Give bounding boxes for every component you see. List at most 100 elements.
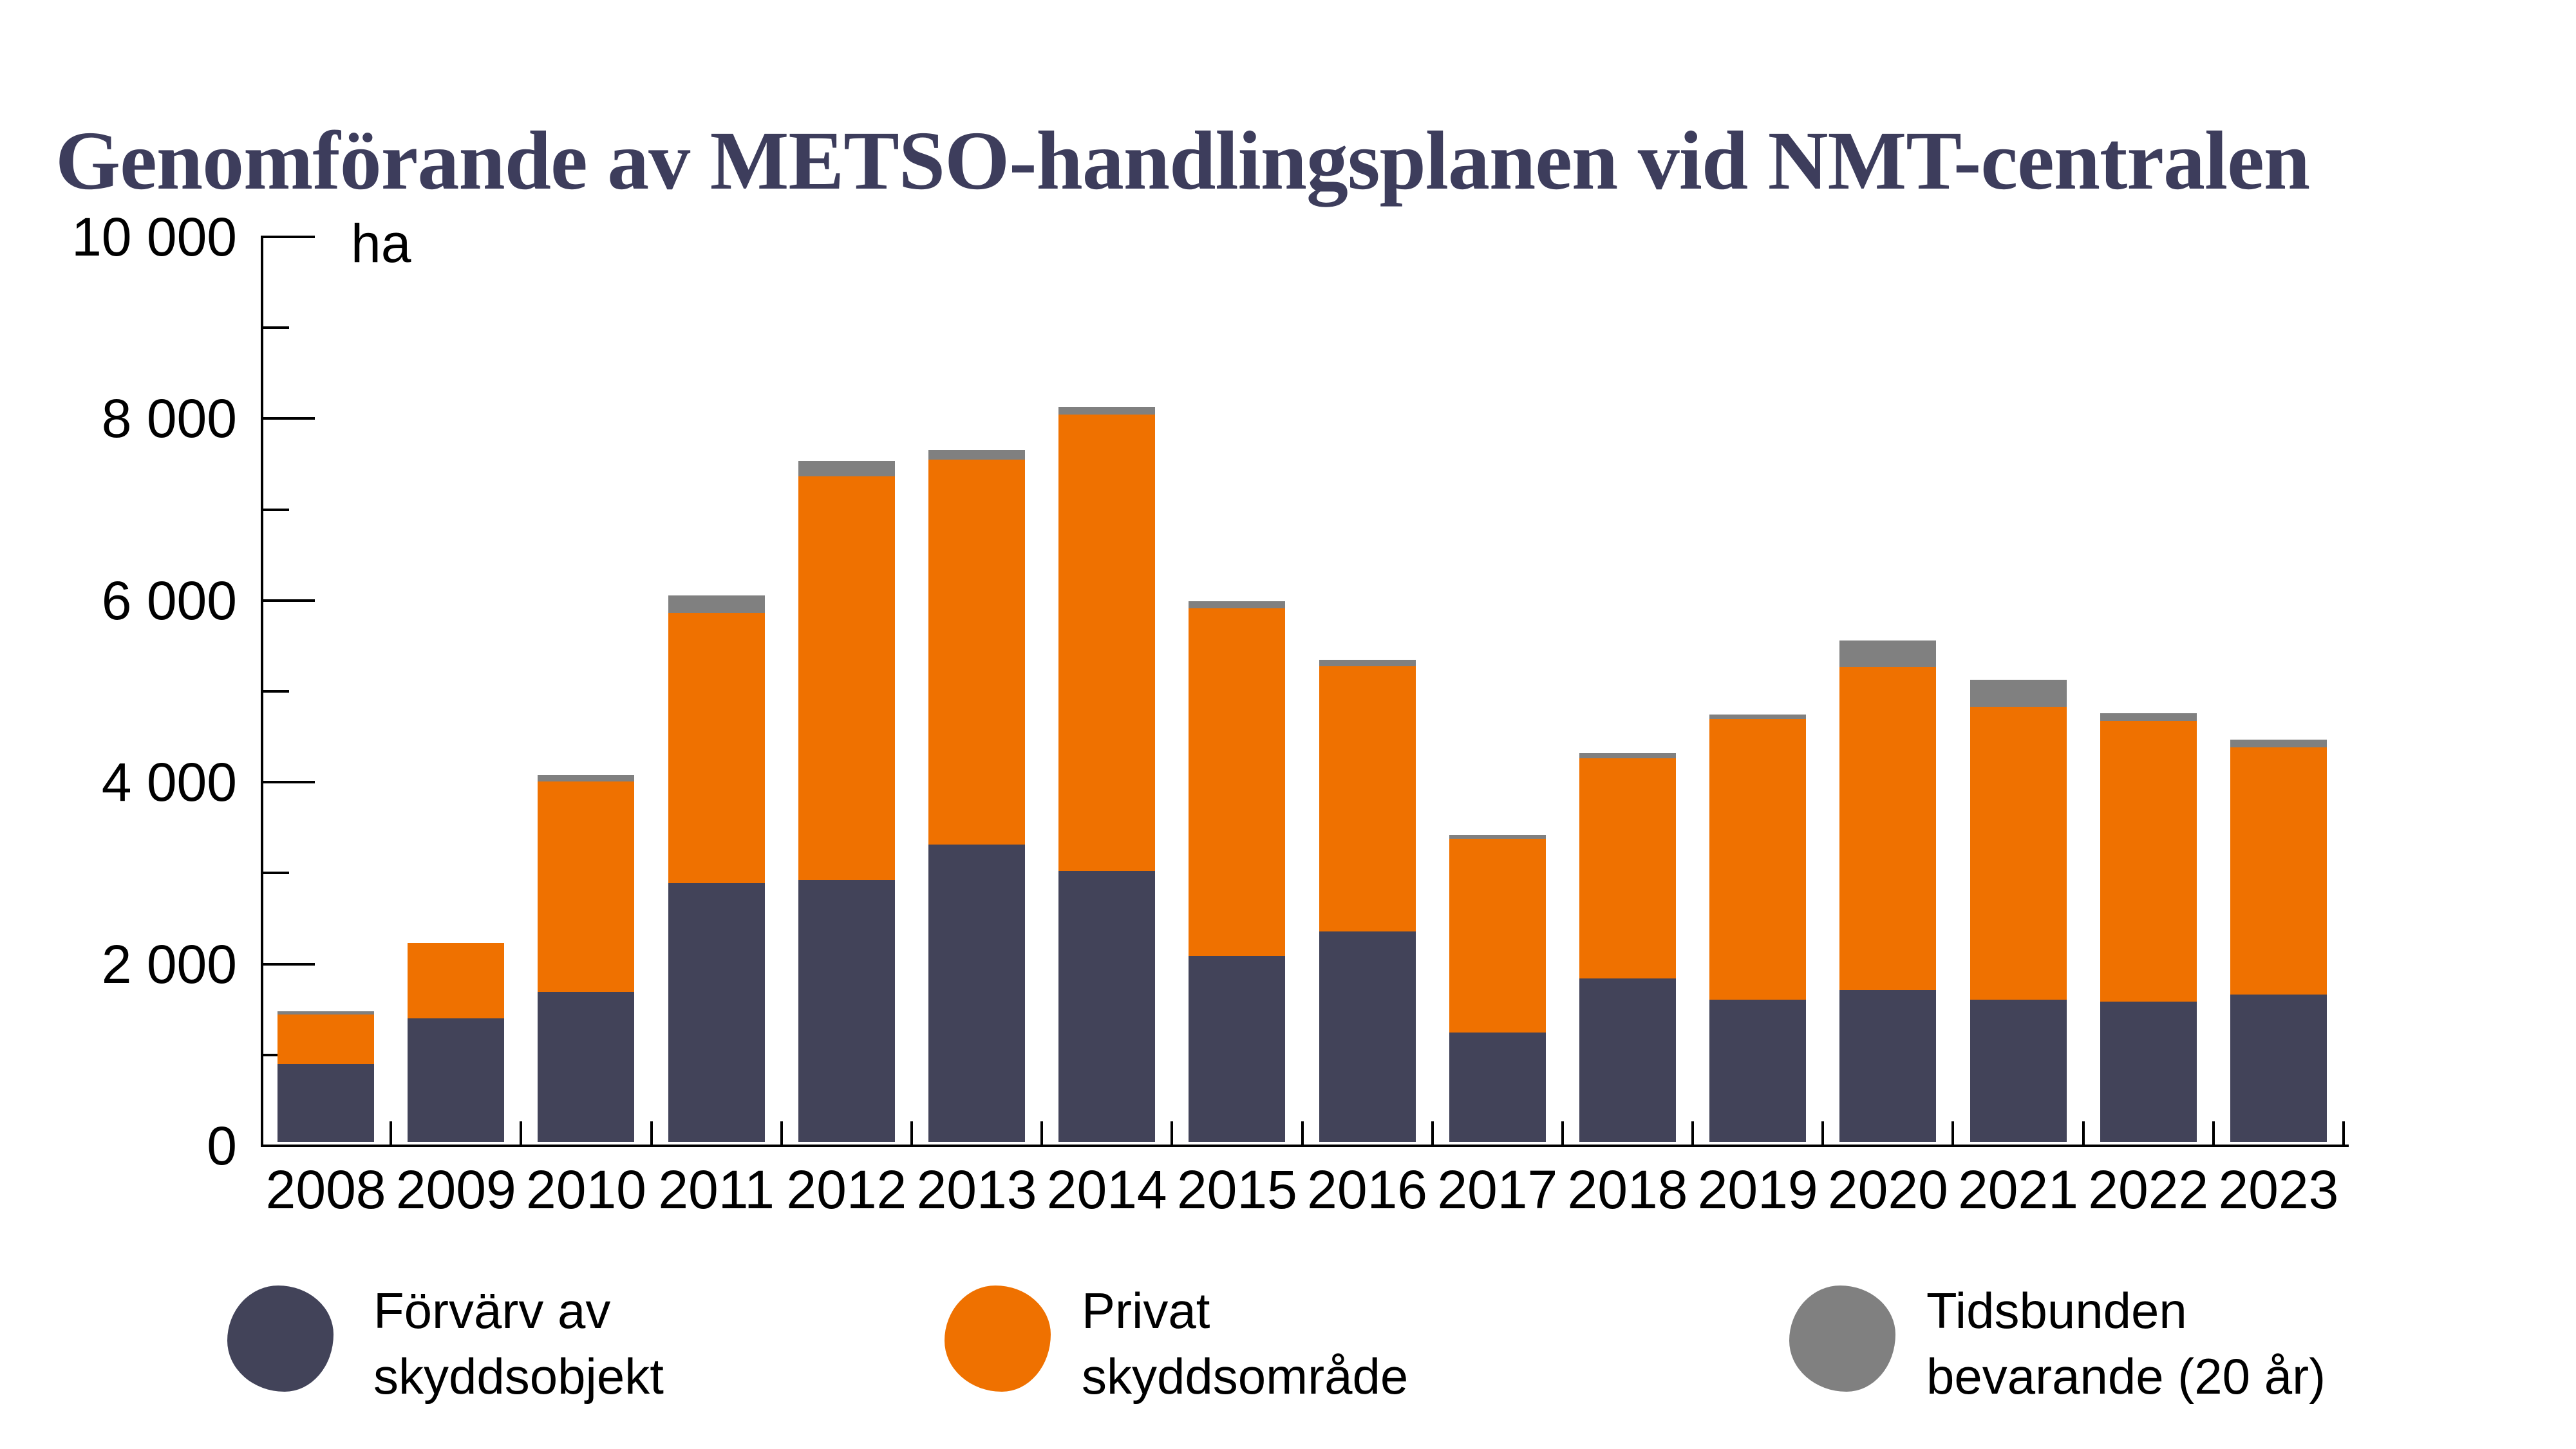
x-axis-tick: [1170, 1121, 1174, 1145]
bar-segment-acquisition: [2230, 994, 2327, 1142]
bar-segment-temporary: [1058, 406, 1156, 415]
x-axis-tick: [520, 1121, 523, 1145]
bar-segment-acquisition: [1058, 870, 1156, 1142]
bar-segment-private_area: [1579, 758, 1676, 978]
bar-group-2013: [928, 450, 1026, 1142]
bar-segment-acquisition: [277, 1063, 375, 1142]
x-axis-tick: [650, 1121, 653, 1145]
bar-segment-temporary: [538, 775, 635, 782]
bar-group-2019: [1709, 714, 1807, 1142]
bar-group-2012: [798, 460, 895, 1142]
bar-group-2023: [2230, 739, 2327, 1142]
x-tick-label: 2009: [395, 1159, 516, 1220]
x-axis-tick: [2212, 1121, 2215, 1145]
y-axis-major-tick: [263, 781, 315, 784]
bar-group-2018: [1579, 753, 1676, 1142]
x-tick-label: 2015: [1176, 1159, 1297, 1220]
bar-segment-temporary: [668, 595, 765, 613]
bar-segment-acquisition: [798, 880, 895, 1142]
bar-segment-temporary: [1449, 835, 1546, 839]
bar-segment-acquisition: [538, 992, 635, 1142]
legend-swatch-temporary: [1789, 1285, 1895, 1392]
legend-label-private_area: Privat skyddsområde: [1082, 1282, 1409, 1405]
bar-segment-acquisition: [668, 883, 765, 1142]
bar-segment-private_area: [1839, 667, 1937, 991]
legend-swatch-acquisition: [227, 1285, 334, 1392]
bar-segment-temporary: [277, 1011, 375, 1014]
y-axis-minor-tick: [263, 326, 289, 330]
x-tick-label: 2019: [1697, 1159, 1818, 1220]
bar-segment-temporary: [1579, 753, 1676, 759]
bar-segment-private_area: [1189, 608, 1286, 957]
bar-segment-temporary: [1839, 640, 1937, 668]
bar-segment-private_area: [277, 1014, 375, 1064]
y-tick-label: 2 000: [101, 933, 237, 995]
bar-segment-private_area: [2230, 747, 2327, 995]
y-tick-label: 10 000: [71, 207, 237, 267]
bar-segment-temporary: [928, 450, 1026, 460]
x-tick-label: 2018: [1567, 1159, 1688, 1220]
bar-group-2017: [1449, 835, 1546, 1142]
bar-segment-acquisition: [408, 1018, 505, 1142]
x-axis-tick: [2082, 1121, 2085, 1145]
bar-segment-temporary: [1970, 680, 2067, 707]
bar-segment-private_area: [1058, 414, 1156, 871]
bar-segment-temporary: [1709, 714, 1807, 720]
x-axis-tick: [1821, 1121, 1825, 1145]
y-axis-major-tick: [263, 417, 315, 420]
legend-label-acquisition: Förvärv av skyddsobjekt: [373, 1282, 664, 1405]
bar-segment-private_area: [538, 781, 635, 993]
bar-segment-temporary: [2100, 713, 2197, 722]
x-tick-label: 2021: [1958, 1159, 2078, 1220]
y-tick-label: 0: [207, 1116, 237, 1176]
y-axis-line: [261, 236, 263, 1147]
bar-segment-private_area: [1449, 839, 1546, 1033]
bar-group-2021: [1970, 680, 2067, 1142]
y-axis-minor-tick: [263, 1053, 289, 1056]
bar-segment-acquisition: [2100, 1001, 2197, 1142]
bar-segment-private_area: [1709, 719, 1807, 1000]
bar-group-2010: [538, 775, 635, 1142]
bar-segment-private_area: [1970, 706, 2067, 1000]
x-axis-tick: [1040, 1121, 1044, 1145]
bar-group-2020: [1839, 640, 1937, 1142]
bar-segment-acquisition: [928, 845, 1026, 1142]
x-tick-label: 2023: [2218, 1159, 2339, 1220]
x-tick-label: 2014: [1046, 1159, 1167, 1220]
bar-segment-private_area: [2100, 721, 2197, 1002]
y-tick-label: 6 000: [101, 570, 237, 631]
legend-label-temporary: Tidsbunden bevarande (20 år): [1926, 1282, 2326, 1405]
bar-segment-temporary: [1189, 601, 1286, 609]
y-tick-label: 4 000: [101, 752, 237, 813]
y-tick-label: 8 000: [101, 388, 237, 449]
legend-swatch-private_area: [945, 1285, 1051, 1392]
bar-segment-acquisition: [1839, 990, 1937, 1142]
bar-segment-private_area: [1319, 666, 1416, 932]
bar-group-2008: [277, 1011, 375, 1142]
bar-segment-private_area: [928, 459, 1026, 845]
x-axis-tick: [1951, 1121, 1955, 1145]
x-axis-tick: [1301, 1121, 1304, 1145]
bar-segment-temporary: [798, 460, 895, 477]
bar-group-2011: [668, 595, 765, 1142]
bar-segment-temporary: [1319, 659, 1416, 666]
bar-segment-private_area: [798, 476, 895, 881]
bar-segment-acquisition: [1189, 956, 1286, 1142]
x-axis-tick: [390, 1121, 393, 1145]
y-axis-unit-label: ha: [351, 213, 411, 274]
y-axis-minor-tick: [263, 872, 289, 875]
bar-segment-acquisition: [1579, 978, 1676, 1142]
bar-segment-temporary: [2230, 739, 2327, 748]
x-tick-label: 2008: [265, 1159, 386, 1220]
x-tick-label: 2013: [916, 1159, 1037, 1220]
x-tick-label: 2012: [786, 1159, 907, 1220]
y-axis-major-tick: [263, 599, 315, 602]
x-tick-label: 2011: [658, 1159, 775, 1220]
x-axis-line: [261, 1145, 2349, 1147]
x-tick-label: 2016: [1307, 1159, 1428, 1220]
bar-segment-private_area: [668, 613, 765, 884]
y-axis-major-tick: [263, 962, 315, 966]
bar-segment-acquisition: [1449, 1032, 1546, 1142]
chart-title: Genomförande av METSO-handlingsplanen vi…: [55, 115, 2310, 208]
